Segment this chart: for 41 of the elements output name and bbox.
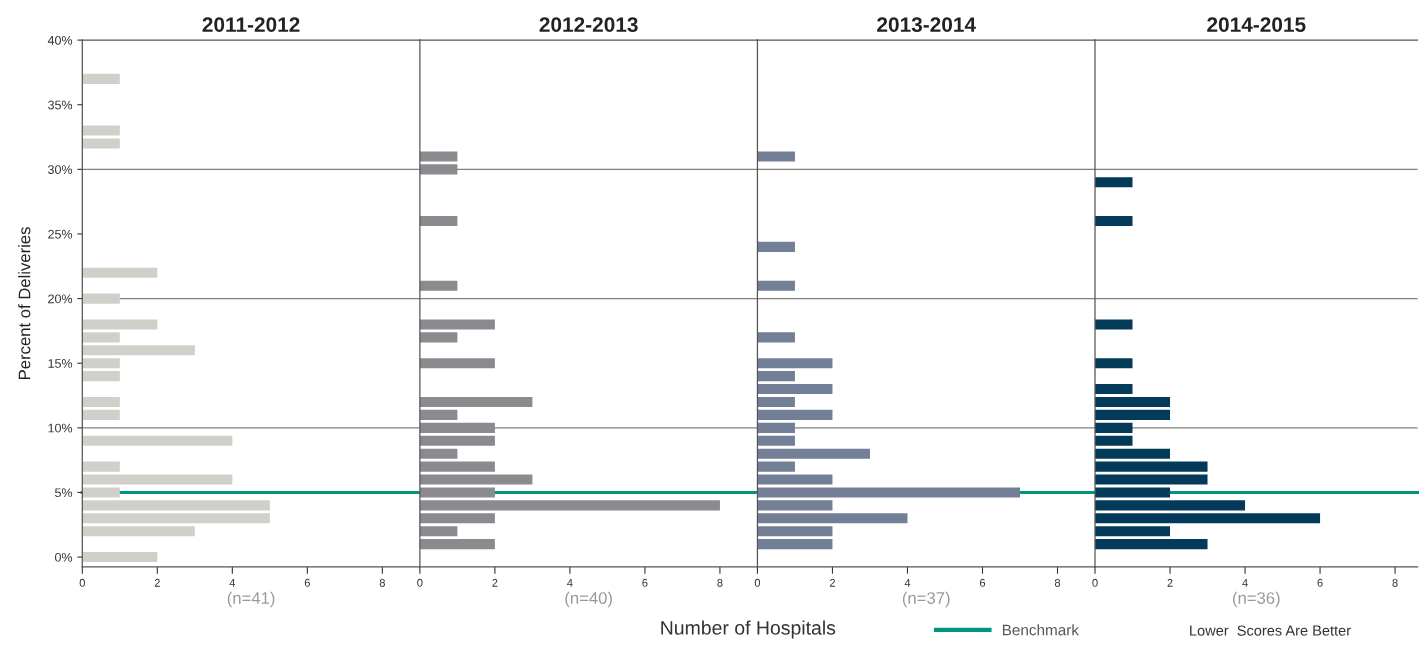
y-tick-label: 0% [55, 552, 73, 562]
x-tick-label: 2 [829, 578, 835, 587]
x-tick-label: 0 [754, 578, 761, 587]
x-tick-label: 8 [1054, 578, 1061, 587]
y-tick-label: 15% [48, 359, 73, 368]
chart-title: 2013-2014 [877, 17, 976, 33]
y-tick-label: 25% [48, 229, 73, 239]
x-tick-label: 4 [1242, 578, 1248, 587]
x-axis-title: (n=40) [565, 591, 612, 608]
x-tick-label: 0 [1092, 578, 1098, 587]
y-tick-label: 20% [48, 294, 73, 304]
y-tick-label: 10% [48, 423, 73, 433]
x-tick-label: 0 [417, 578, 423, 587]
x-tick-label: 6 [979, 578, 986, 587]
chart-title: 2011-2012 [202, 17, 300, 32]
x-tick-label: 4 [904, 578, 911, 587]
y-tick-label: 30% [48, 165, 73, 175]
y-tick-label: 40% [47, 35, 73, 45]
y-axis-title: Percent of Deliveries [18, 227, 31, 379]
x-tick-label: 4 [229, 578, 236, 587]
y-tick-label: 5% [55, 488, 73, 498]
chart-title: 2014-2015 [1207, 17, 1306, 32]
text: Lower Scores Are Better [1190, 625, 1351, 636]
x-tick-label: 4 [567, 578, 573, 587]
x-tick-label: 8 [717, 578, 723, 587]
x-tick-label: 2 [154, 578, 160, 587]
x-tick-label: 2 [492, 578, 498, 587]
x-tick-label: 6 [304, 578, 310, 587]
x-axis-title: (n=36) [1233, 591, 1280, 608]
x-tick-label: 2 [1167, 578, 1173, 587]
x-tick-label: 0 [79, 578, 85, 587]
legend-label: Benchmark [1002, 624, 1079, 636]
x-tick-label: 6 [1317, 578, 1323, 587]
x-tick-label: 8 [1392, 578, 1398, 587]
y-tick-label: 35% [48, 100, 73, 110]
x-axis-title: (n=37) [902, 591, 950, 608]
x-tick-label: 6 [642, 578, 648, 587]
text: Number of Hospitals [661, 620, 836, 639]
chart-title: 2012-2013 [539, 17, 638, 33]
x-tick-label: 8 [379, 578, 385, 587]
x-axis-title: (n=41) [227, 591, 275, 608]
